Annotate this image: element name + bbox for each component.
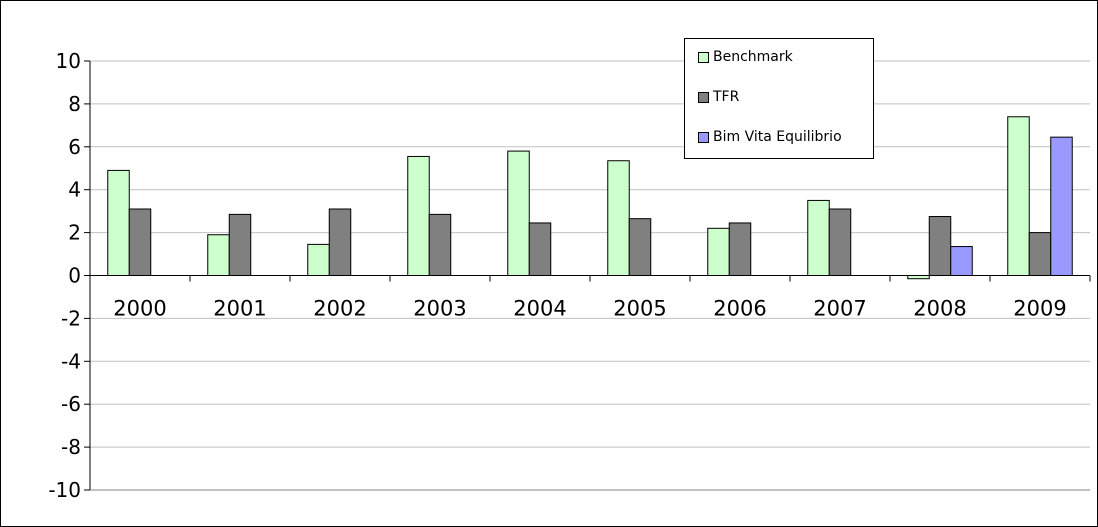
- x-tick-label: 2006: [713, 297, 766, 321]
- y-tick-label: -4: [61, 349, 81, 373]
- legend-label-bim-vita: Bim Vita Equilibrio: [713, 129, 842, 145]
- bar-benchmark-2007: [808, 200, 830, 275]
- y-tick-label: -10: [48, 478, 81, 502]
- x-tick-label: 2005: [613, 297, 666, 321]
- bar-tfr-2009: [1029, 233, 1051, 276]
- legend-item-bim-vita: Bim Vita Equilibrio: [698, 127, 842, 147]
- bar-benchmark-2005: [608, 161, 630, 276]
- bar-benchmark-2006: [708, 228, 730, 275]
- bar-tfr-2005: [629, 219, 651, 276]
- bar-tfr-2000: [129, 209, 151, 275]
- x-tick-label: 2000: [113, 297, 166, 321]
- bar-benchmark-2000: [108, 170, 130, 275]
- x-tick-label: 2009: [1013, 297, 1066, 321]
- bar-bim-vita-equilibrio-2009: [1051, 137, 1073, 275]
- bar-benchmark-2003: [408, 156, 430, 275]
- legend-item-tfr: TFR: [698, 87, 739, 107]
- bar-tfr-2004: [529, 223, 551, 276]
- bar-benchmark-2009: [1008, 117, 1030, 276]
- bar-bim-vita-equilibrio-2008: [951, 247, 973, 276]
- y-tick-label: -6: [61, 392, 81, 416]
- y-tick-label: -8: [61, 435, 81, 459]
- x-tick-label: 2002: [313, 297, 366, 321]
- legend-swatch-bim-vita: [698, 132, 709, 143]
- bar-tfr-2006: [729, 223, 751, 276]
- y-tick-label: 0: [68, 264, 81, 288]
- bar-benchmark-2002: [308, 244, 330, 275]
- bar-tfr-2002: [329, 209, 351, 275]
- legend-label-benchmark: Benchmark: [713, 49, 793, 65]
- x-tick-label: 2008: [913, 297, 966, 321]
- legend-swatch-tfr: [698, 92, 709, 103]
- legend-swatch-benchmark: [698, 52, 709, 63]
- y-tick-label: 4: [68, 178, 81, 202]
- bar-tfr-2008: [929, 217, 951, 276]
- y-tick-labels: 10 8 6 4 2 0 -2 -4 -6 -8 -10: [48, 49, 81, 502]
- axes: [84, 61, 1090, 490]
- y-tick-label: 8: [68, 92, 81, 116]
- bar-tfr-2001: [229, 214, 251, 275]
- y-tick-label: 2: [68, 221, 81, 245]
- x-tick-label: 2003: [413, 297, 466, 321]
- legend-label-tfr: TFR: [713, 89, 739, 105]
- y-tick-label: -2: [61, 306, 81, 330]
- y-tick-label: 6: [68, 135, 81, 159]
- bar-benchmark-2004: [508, 151, 530, 275]
- x-tick-label: 2001: [213, 297, 266, 321]
- x-tick-label: 2007: [813, 297, 866, 321]
- legend-item-benchmark: Benchmark: [698, 47, 793, 67]
- bar-tfr-2003: [429, 214, 451, 275]
- bar-benchmark-2001: [208, 235, 230, 276]
- y-tick-label: 10: [56, 49, 81, 73]
- x-tick-labels: 2000 2001 2002 2003 2004 2005 2006 2007 2008 2009: [113, 297, 1066, 321]
- bar-tfr-2007: [829, 209, 851, 275]
- x-tick-label: 2004: [513, 297, 566, 321]
- bars: [108, 117, 1073, 279]
- legend: Benchmark TFR Bim Vita Equilibrio: [684, 38, 874, 159]
